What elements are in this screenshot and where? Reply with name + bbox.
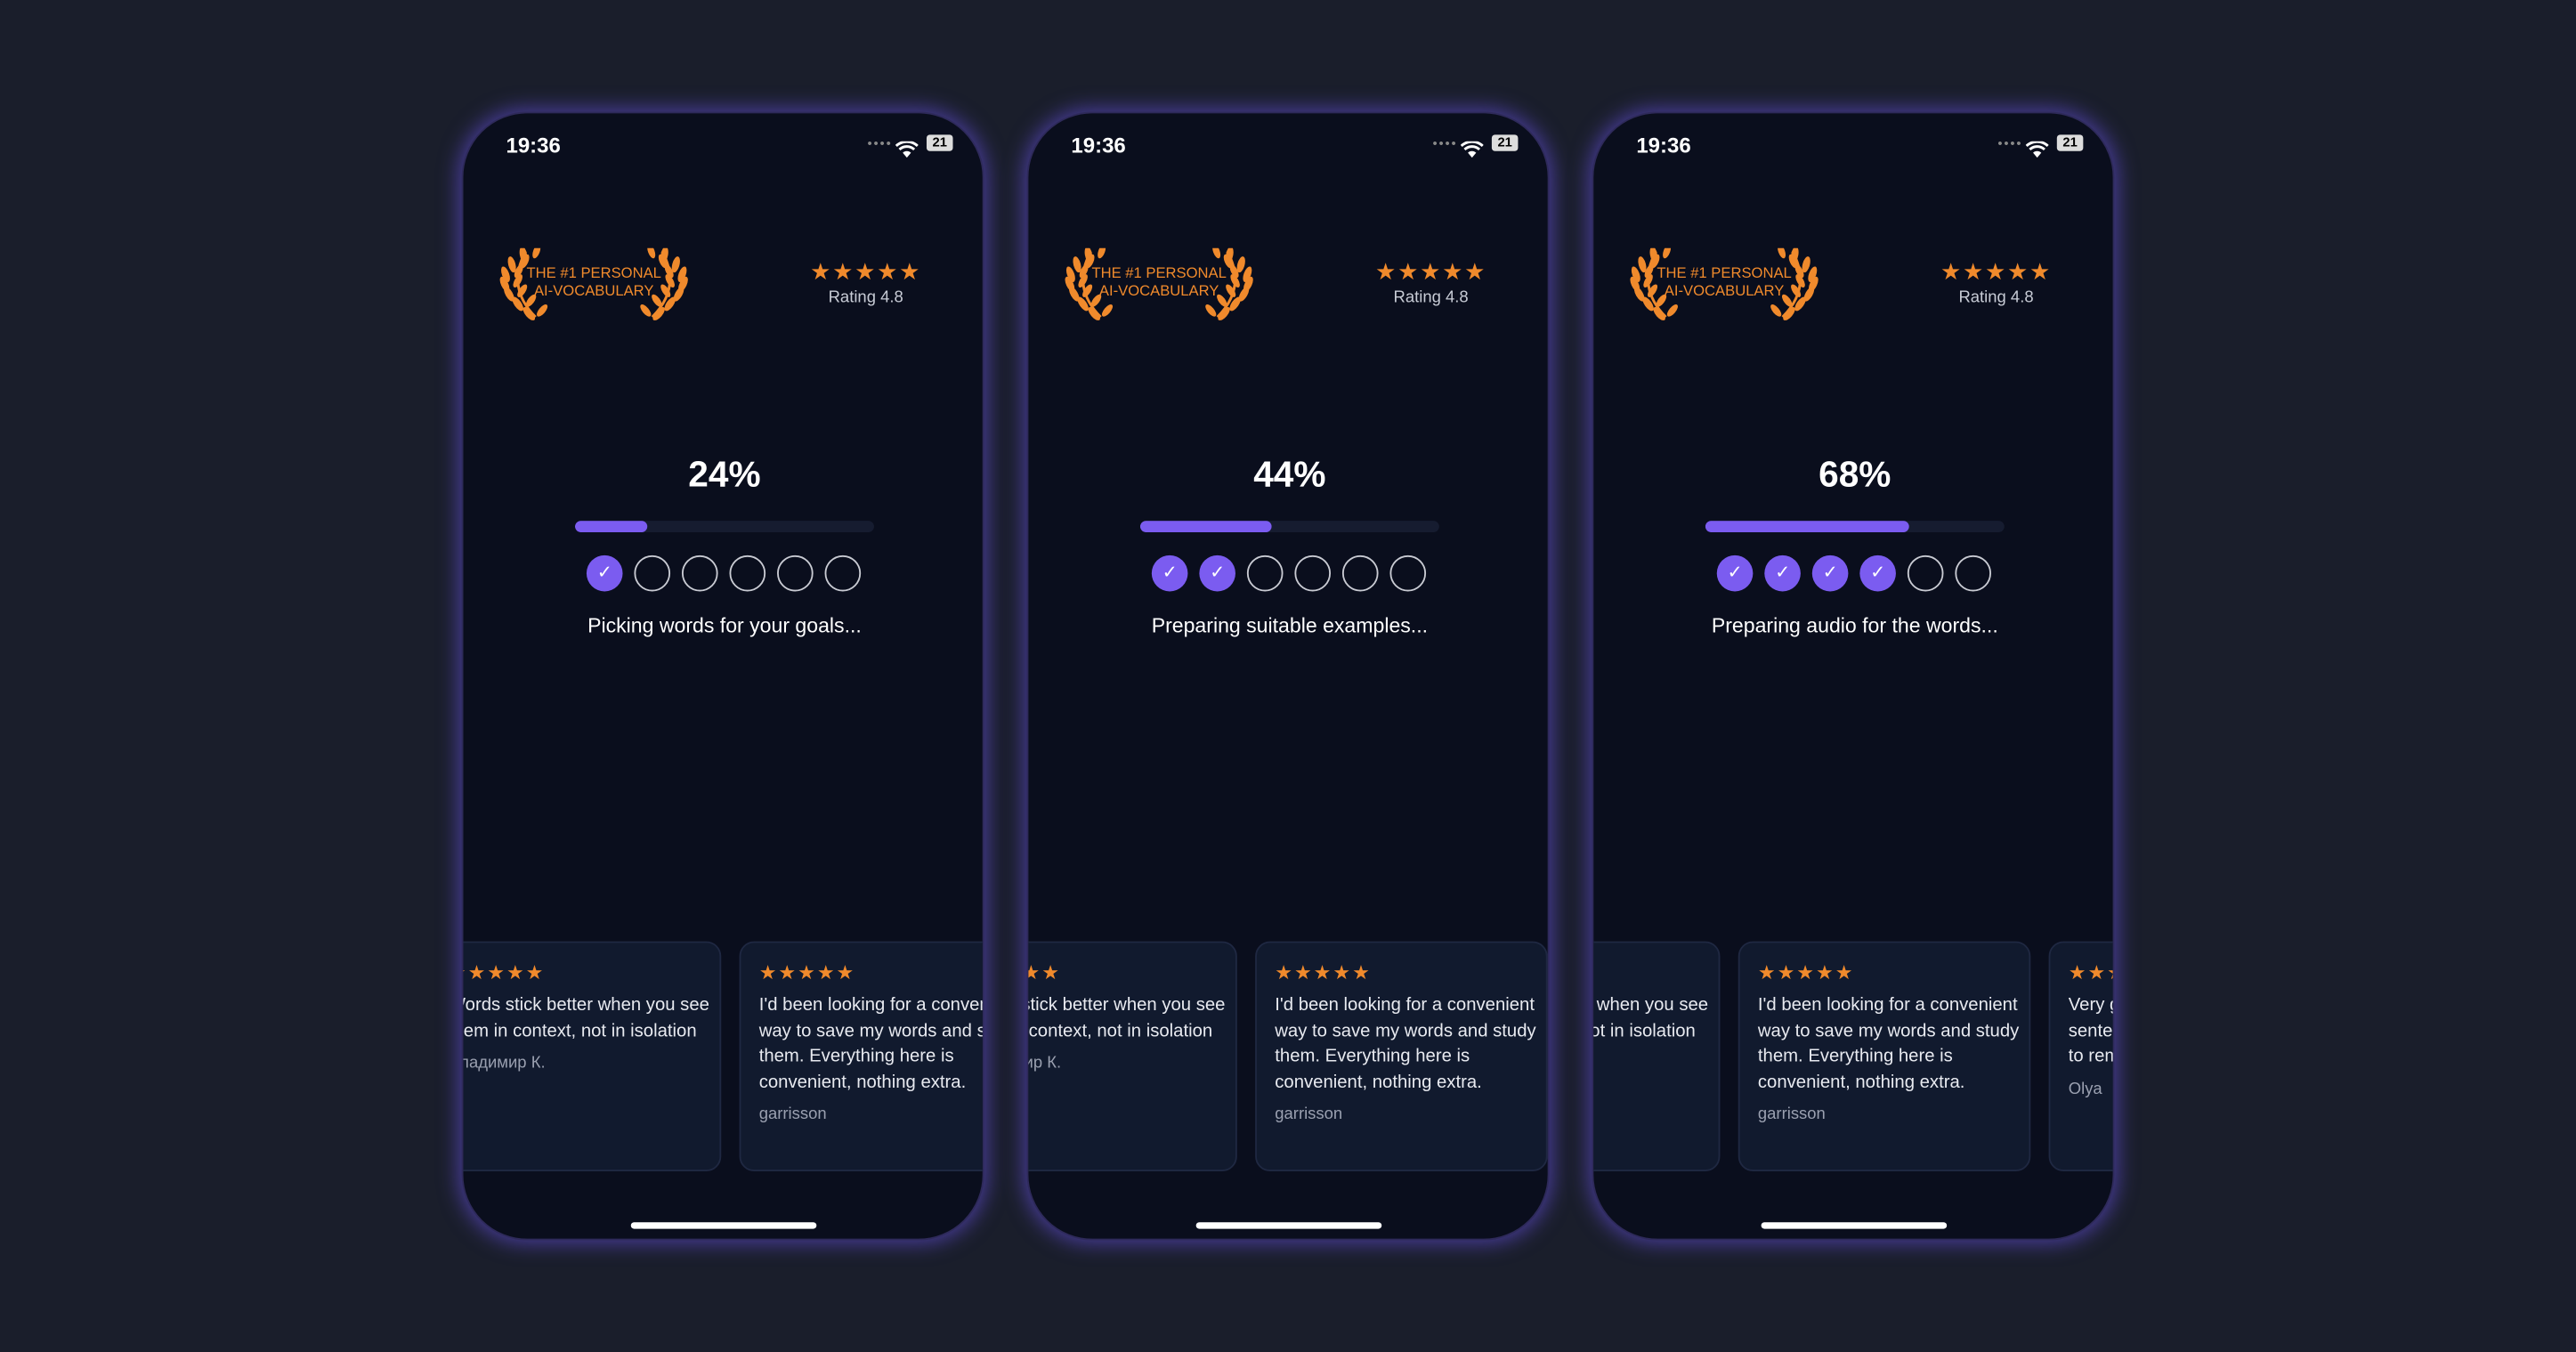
badge-line: THE #1 PERSONAL [1091, 264, 1227, 281]
step-circle [729, 555, 766, 592]
step-circle: ✓ [586, 555, 623, 592]
badge-laurel [499, 244, 688, 321]
badge-line: AI-VOCABULARY [1098, 282, 1219, 299]
review-text: Words stick better when you see them in … [1593, 995, 1709, 1041]
step-circle: ✓ [1716, 555, 1754, 592]
home-indicator [1195, 1222, 1382, 1229]
status-time: 19:36 [506, 133, 561, 158]
rating-label: Rating 4.8 [1393, 288, 1469, 308]
step-circle [1955, 555, 1991, 592]
review-card: ★★★★★ I'd been looking for a convenient w… [1255, 941, 1548, 1171]
badge-laurel [1065, 244, 1253, 321]
step-circle: ✓ [1199, 555, 1235, 592]
review-card: ★★★★★ I'd been looking for a convenient w… [1738, 941, 2031, 1171]
review-author: Olya [2068, 1080, 2102, 1098]
rating-stars: ★★★★★ [1375, 257, 1487, 285]
laurel [499, 244, 688, 321]
rating-stars: ★★★★★ [1940, 257, 2053, 285]
laurel [1630, 244, 1819, 321]
home-indicator [1761, 1222, 1948, 1229]
battery: 21 [2056, 134, 2084, 151]
review-card: ★★★★★ Words stick better when you see the… [461, 941, 722, 1171]
badge-line: AI-VOCABULARY [533, 282, 654, 299]
progress-percent: 44% [1253, 453, 1326, 495]
review-stars: ★★★★★ [463, 960, 546, 984]
progress-fill [1705, 521, 1909, 533]
step-circle [824, 555, 862, 592]
phone-screen: 19:36 •••• 21 THE #1 PERSONAL AI-VOCABULARY ★… [1592, 111, 2115, 1241]
phone-screen: 19:36 •••• 21 THE #1 PERSONAL AI-VOCABULARY ★… [1026, 111, 1550, 1241]
signal-dots: •••• [1997, 136, 2023, 151]
rating-label: Rating 4.8 [828, 288, 903, 308]
review-stars: ★★★★★ [1275, 960, 1372, 984]
step-circle [1907, 555, 1944, 592]
review-text: Words stick better when you see them in … [461, 995, 709, 1041]
badge-line: THE #1 PERSONAL [526, 264, 661, 281]
review-text: I'd been looking for a convenient way to… [758, 995, 983, 1092]
review-card: ★★★★★ Very good for learning sentences an… [2048, 941, 2113, 1171]
badge-laurel [1630, 244, 1819, 321]
review-stars: ★★★★★ [2068, 960, 2113, 984]
review-author: Владимир К. [1028, 1054, 1062, 1073]
progress-fill [1139, 521, 1272, 533]
review-text: I'd been looking for a convenient way to… [1275, 995, 1536, 1092]
review-author: garrisson [1275, 1105, 1343, 1124]
progress-percent: 68% [1819, 453, 1891, 495]
rating-stars: ★★★★★ [810, 257, 922, 285]
laurel [1065, 244, 1253, 321]
step-circle [1294, 555, 1332, 592]
progress-track [1705, 521, 2005, 533]
rating-label: Rating 4.8 [1958, 288, 2034, 308]
signal-dots: •••• [867, 136, 893, 151]
review-card: ★★★★★ Words stick better when you see the… [1028, 941, 1237, 1171]
wifi-icon [1460, 136, 1484, 158]
status-text: Preparing audio for the words... [1711, 614, 1998, 638]
step-circle [1341, 555, 1379, 592]
badge-line: AI-VOCABULARY [1664, 282, 1785, 299]
step-circle [777, 555, 814, 592]
review-card: ★★★★★Words stick better when you see the… [1593, 941, 1721, 1171]
review-author: Владимир К. [463, 1054, 546, 1073]
phone-screen: 19:36 •••• 21 THE #1 PERSONAL AI-VOCABULARY ★… [461, 111, 984, 1241]
progress-fill [574, 521, 647, 533]
battery: 21 [1491, 134, 1519, 151]
progress-track [574, 521, 874, 533]
review-author: garrisson [1757, 1105, 1826, 1124]
signal-dots: •••• [1432, 136, 1458, 151]
review-stars: ★★★★★ [1028, 960, 1061, 984]
status-time: 19:36 [1071, 133, 1126, 158]
step-circle: ✓ [1151, 555, 1188, 592]
battery: 21 [926, 134, 953, 151]
step-circle [1246, 555, 1284, 592]
wifi-icon [2025, 136, 2049, 158]
step-circle: ✓ [1764, 555, 1801, 592]
step-circle: ✓ [1811, 555, 1849, 592]
step-circle [634, 555, 671, 592]
wifi-icon [895, 136, 919, 158]
review-stars: ★★★★★ [758, 960, 856, 984]
status-text: Picking words for your goals... [587, 614, 862, 638]
review-text: I'd been looking for a convenient way to… [1757, 995, 2020, 1092]
review-text: Very good for learning sentences and the… [2068, 995, 2113, 1066]
status-time: 19:36 [1636, 133, 1691, 158]
review-text: Words stick better when you see them in … [1028, 995, 1226, 1041]
step-circle [1389, 555, 1427, 592]
home-indicator [630, 1222, 817, 1229]
progress-track [1139, 521, 1439, 533]
review-author: garrisson [758, 1105, 827, 1124]
badge-line: THE #1 PERSONAL [1657, 264, 1792, 281]
step-circle: ✓ [1859, 555, 1896, 592]
review-stars: ★★★★★ [1757, 960, 1855, 984]
step-circle [681, 555, 718, 592]
review-card: ★★★★★ I'd been looking for a convenient w… [739, 941, 983, 1171]
progress-percent: 24% [688, 453, 761, 495]
status-text: Preparing suitable examples... [1151, 614, 1429, 638]
